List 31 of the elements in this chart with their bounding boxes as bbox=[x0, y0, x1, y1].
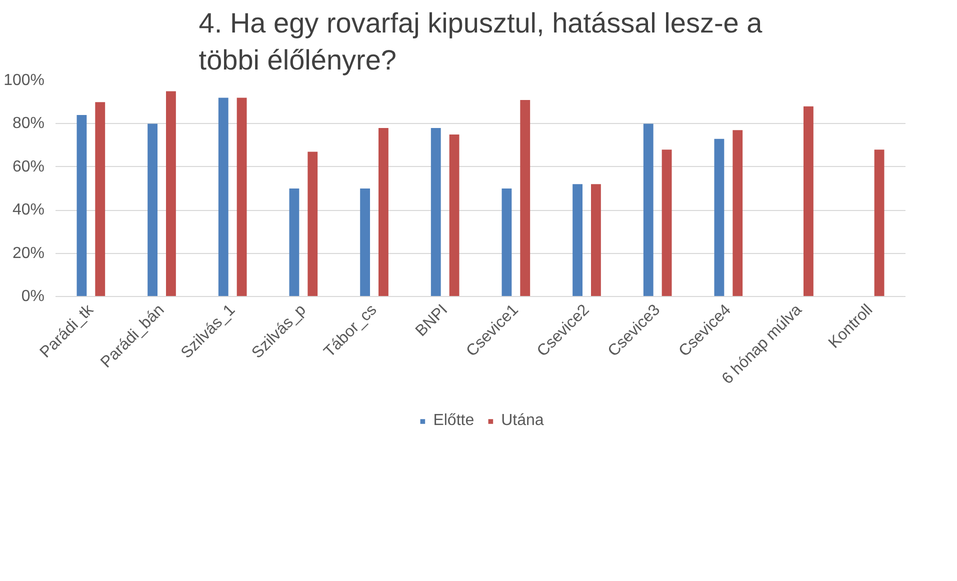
bar bbox=[218, 98, 228, 296]
bar bbox=[662, 150, 672, 296]
bar bbox=[520, 100, 530, 296]
bar bbox=[732, 130, 743, 296]
bar bbox=[591, 184, 601, 296]
y-tick-label: 80% bbox=[12, 115, 45, 132]
bar bbox=[449, 134, 460, 296]
y-tick-label: 0% bbox=[21, 288, 44, 305]
bar bbox=[289, 188, 300, 296]
chart-title: 4. Ha egy rovarfaj kipusztul, hatással lesz-e a többi élőlényre? bbox=[198, 7, 763, 76]
y-tick-label: 40% bbox=[12, 202, 45, 219]
legend-label: Utána bbox=[501, 412, 544, 430]
y-tick-label: 100% bbox=[4, 72, 44, 89]
bar bbox=[360, 188, 370, 296]
bar bbox=[874, 150, 884, 296]
bar bbox=[378, 128, 388, 296]
bar bbox=[714, 138, 724, 296]
bar bbox=[804, 106, 814, 296]
bar bbox=[502, 188, 512, 296]
bar bbox=[95, 102, 106, 296]
bar bbox=[236, 98, 247, 296]
bar bbox=[643, 124, 654, 296]
bar bbox=[148, 124, 158, 296]
y-tick-label: 20% bbox=[12, 244, 45, 262]
y-tick-label: 60% bbox=[12, 158, 45, 176]
bar bbox=[308, 152, 318, 296]
bar bbox=[572, 184, 582, 296]
bar bbox=[430, 128, 441, 296]
legend-label: Előtte bbox=[433, 412, 474, 430]
bar bbox=[76, 115, 87, 296]
bar bbox=[166, 91, 176, 296]
